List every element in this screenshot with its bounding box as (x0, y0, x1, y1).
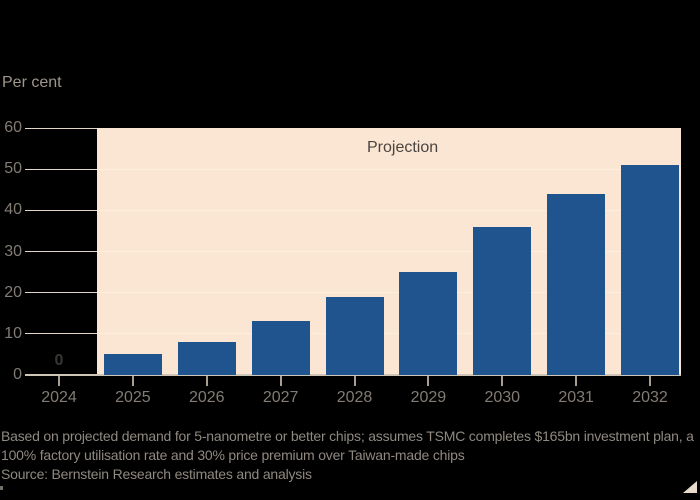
x-tick-label: 2025 (115, 389, 151, 406)
gridline-left (25, 251, 97, 252)
y-tick-label: 10 (4, 324, 22, 342)
gridline-left (25, 292, 97, 294)
x-tick-label: 2032 (632, 389, 668, 406)
x-tick (205, 376, 208, 386)
value-label-2024: 0 (54, 352, 64, 369)
gridline-band (97, 168, 681, 170)
x-tick-label: 2027 (262, 389, 299, 406)
bar-2030 (473, 226, 532, 375)
gridline-band (97, 251, 681, 252)
source-line: Source: Bernstein Research estimates and… (1, 466, 312, 482)
y-tick-label: 60 (4, 119, 22, 136)
x-tick-label: 2031 (558, 389, 594, 406)
y-tick-label: 40 (4, 201, 22, 219)
footnote-block: Based on projected demand for 5-nanometr… (1, 427, 700, 484)
x-tick (131, 376, 134, 386)
x-tick (279, 376, 282, 386)
bar-2029 (399, 272, 458, 375)
projection-label: Projection (367, 139, 439, 156)
x-tick (575, 376, 578, 386)
gridline-left (25, 333, 97, 335)
x-tick (427, 376, 430, 386)
x-tick-label: 2028 (336, 389, 373, 406)
bar-2025 (103, 354, 162, 375)
gridline-left (25, 209, 97, 211)
y-tick-label: 30 (4, 242, 22, 260)
x-tick (58, 376, 60, 386)
corner-mark (0, 486, 3, 490)
y-tick-label: 0 (13, 366, 22, 383)
y-tick-label: 50 (4, 160, 22, 178)
x-tick-label: 2030 (484, 389, 521, 406)
x-tick-label: 2026 (188, 389, 225, 406)
gridline-band (97, 292, 681, 294)
resize-corner-icon (683, 481, 697, 493)
gridline-band (97, 333, 681, 335)
x-axis-line (25, 374, 681, 376)
footnote-line-2: 100% factory utilisation rate and 30% pr… (1, 447, 465, 463)
x-tick-label: 2024 (41, 389, 77, 406)
bar-2028 (325, 296, 384, 375)
gridline-band (97, 209, 681, 211)
bar-2026 (177, 342, 236, 375)
x-tick (649, 376, 651, 386)
bar-2031 (547, 193, 606, 375)
x-tick (501, 376, 504, 386)
x-tick-label: 2029 (410, 389, 447, 406)
footnote-line-1: Based on projected demand for 5-nanometr… (1, 428, 694, 444)
y-tick-label: 20 (4, 283, 22, 301)
gridline-left (25, 127, 97, 129)
y-axis-title: Per cent (2, 74, 62, 91)
x-tick (353, 376, 356, 386)
gridline-left (25, 168, 97, 170)
bar-2027 (251, 321, 310, 375)
bar-2032 (621, 165, 679, 375)
